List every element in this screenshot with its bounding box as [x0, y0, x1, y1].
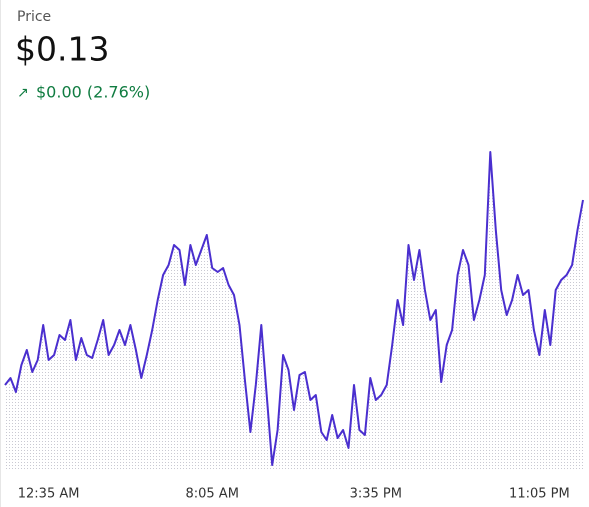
chart-title: Price: [17, 9, 51, 25]
price-change: $0.00 (2.76%): [36, 83, 150, 102]
area-fill: [5, 152, 583, 470]
current-price: $0.13: [15, 30, 109, 69]
x-tick-label: 12:35 AM: [18, 487, 80, 502]
change-arrow: ↗: [17, 85, 29, 101]
price-line: [4, 151, 584, 466]
x-tick-label: 3:35 PM: [350, 487, 402, 502]
x-tick-label: 11:05 PM: [509, 487, 570, 502]
x-tick-label: 8:05 AM: [185, 487, 238, 502]
